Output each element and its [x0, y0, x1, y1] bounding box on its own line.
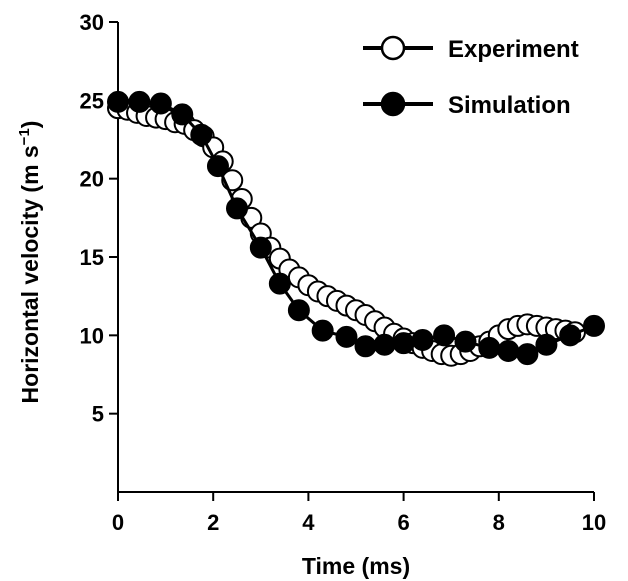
y-tick-label: 5	[92, 402, 104, 427]
x-tick-label: 8	[493, 510, 505, 535]
simulation-point	[206, 155, 229, 178]
series-layer	[107, 90, 605, 367]
simulation-point	[354, 335, 377, 358]
simulation-point	[559, 324, 582, 347]
y-tick-label: 30	[80, 10, 104, 35]
x-tick-label: 2	[207, 510, 219, 535]
legend-label: Experiment	[448, 36, 579, 63]
legend-marker	[380, 35, 406, 61]
simulation-point	[454, 330, 477, 353]
legend-marker	[380, 91, 406, 117]
simulation-point	[392, 332, 415, 355]
simulation-point	[249, 236, 272, 259]
y-axis-title-main: Horizontal velocity (m s	[17, 145, 43, 403]
y-axis-title: Horizontal velocity (m s−1)	[16, 121, 43, 404]
legend-entry-experiment: Experiment	[363, 35, 579, 63]
simulation-point	[497, 340, 520, 362]
x-tick-label: 4	[302, 510, 315, 535]
simulation-point	[287, 299, 310, 322]
legend-label: Simulation	[448, 92, 571, 119]
x-tick-label: 6	[397, 510, 409, 535]
simulation-point	[107, 90, 129, 113]
x-axis-title: Time (ms)	[302, 553, 410, 579]
simulation-point	[335, 325, 358, 348]
x-tick-label: 0	[112, 510, 124, 535]
series-experiment	[107, 97, 586, 367]
y-tick-label: 10	[80, 323, 104, 348]
y-tick-label: 25	[80, 88, 104, 113]
legend-entry-simulation: Simulation	[363, 91, 571, 119]
y-axis-title-sup: −1	[16, 128, 33, 145]
simulation-point	[373, 333, 396, 356]
simulation-point	[478, 336, 501, 359]
simulation-point	[226, 197, 248, 220]
simulation-point	[128, 90, 151, 113]
y-axis-title-close: )	[17, 121, 43, 129]
simulation-point	[190, 123, 213, 146]
simulation-point	[535, 333, 558, 356]
x-tick-label: 10	[582, 510, 606, 535]
simulation-point	[516, 343, 539, 366]
simulation-point	[268, 272, 291, 295]
simulation-point	[583, 314, 605, 337]
simulation-point	[411, 329, 434, 352]
simulation-point	[171, 103, 194, 126]
simulation-point	[149, 92, 172, 115]
legend: Experiment Simulation	[363, 35, 579, 119]
axes: 5 10 15 20 25 30 0 2 4 6 8 10	[80, 10, 607, 535]
y-tick-label: 15	[80, 245, 104, 270]
y-tick-label: 20	[80, 167, 104, 192]
series-simulation	[107, 90, 605, 366]
simulation-point	[433, 324, 456, 347]
simulation-point	[311, 319, 334, 342]
